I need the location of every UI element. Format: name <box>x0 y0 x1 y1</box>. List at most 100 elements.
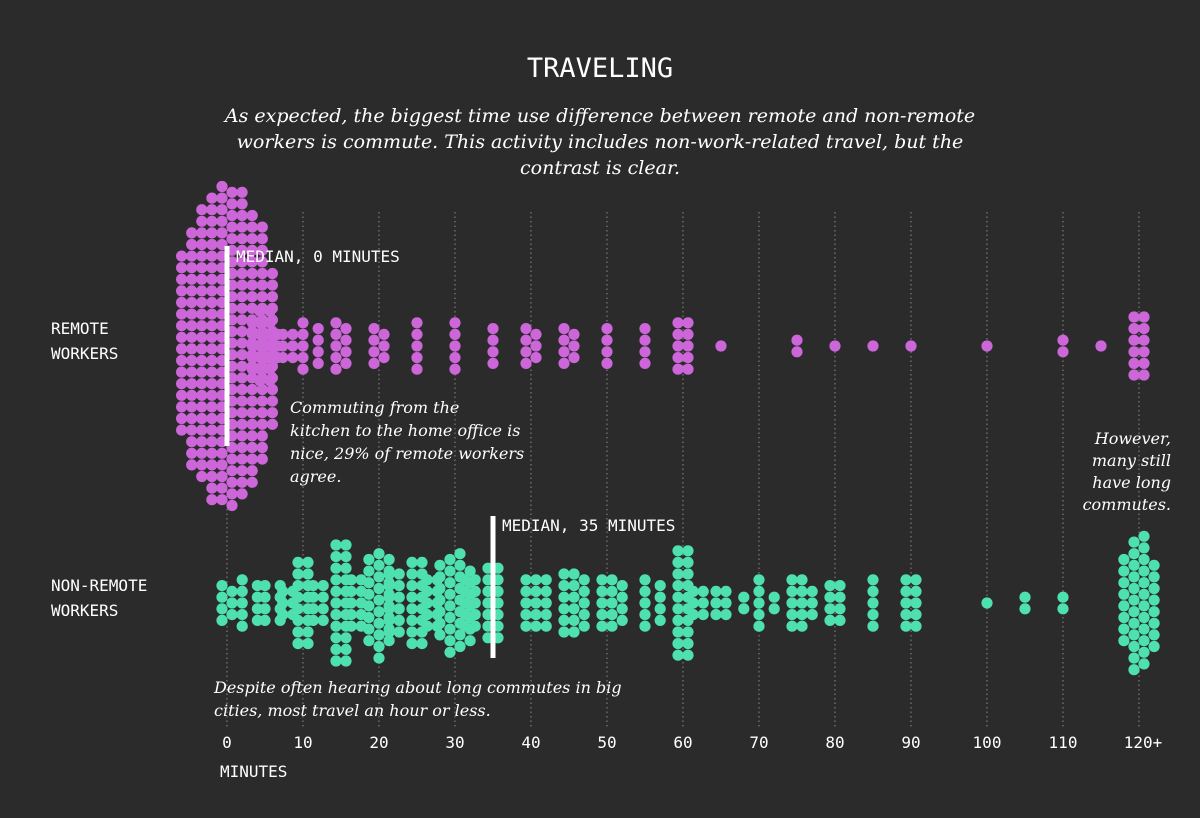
non-remote-worker-dot <box>682 568 694 580</box>
non-remote-worker-dot <box>697 585 709 598</box>
remote-worker-dot <box>206 389 218 401</box>
non-remote-worker-dot <box>1138 646 1150 658</box>
non-remote-worker-dot <box>796 585 808 598</box>
remote-worker-dot <box>226 221 238 233</box>
non-remote-worker-dot <box>259 614 271 627</box>
non-remote-worker-dot <box>540 574 552 586</box>
non-remote-worker-dot <box>1128 664 1140 676</box>
non-remote-worker-dot <box>434 594 446 606</box>
non-remote-worker-dot <box>520 609 532 621</box>
remote-worker-dot <box>236 209 248 222</box>
non-remote-worker-dot <box>1128 559 1140 571</box>
non-remote-worker-dot <box>1128 629 1140 641</box>
non-remote-worker-dot <box>330 643 342 656</box>
remote-worker-dot <box>262 328 274 340</box>
non-remote-worker-dot <box>867 585 879 598</box>
remote-worker-dot <box>368 323 380 335</box>
remote-worker-dot <box>246 291 258 303</box>
remote-workers-label-line-2: WORKERS <box>51 344 118 363</box>
remote-worker-dot <box>368 334 380 346</box>
remote-worker-dot <box>530 352 542 364</box>
remote-worker-dot <box>1138 357 1150 369</box>
non-remote-worker-dot <box>373 559 385 571</box>
non-remote-worker-dot <box>383 635 395 647</box>
remote-worker-dot <box>520 346 532 358</box>
non-remote-worker-dot <box>277 597 289 609</box>
remote-worker-dot <box>297 328 309 340</box>
remote-worker-dot <box>236 407 248 419</box>
remote-worker-dot <box>196 459 208 471</box>
non-remote-worker-dot <box>1138 553 1150 566</box>
remote-worker-dot <box>186 227 198 239</box>
non-remote-worker-dot <box>340 562 352 574</box>
remote-worker-dot <box>226 209 238 222</box>
remote-worker-dot <box>236 291 248 303</box>
median-layer: MEDIAN, 0 MINUTES MEDIAN, 35 MINUTES <box>224 246 675 658</box>
non-remote-worker-dot <box>292 556 304 569</box>
non-remote-worker-dot <box>421 574 433 586</box>
non-remote-worker-dot <box>1138 658 1150 670</box>
remote-worker-dot <box>256 279 268 291</box>
remote-worker-dot <box>186 366 198 378</box>
non-remote-workers-label-line-1: NON-REMOTE <box>51 576 147 595</box>
remote-worker-dot <box>558 334 570 346</box>
non-remote-worker-dot <box>434 582 446 595</box>
non-remote-worker-dot <box>900 597 912 609</box>
remote-worker-dot <box>262 340 274 352</box>
remote-worker-dot <box>601 346 613 358</box>
non-remote-worker-dot <box>302 556 314 569</box>
non-remote-worker-dot <box>383 626 395 638</box>
non-remote-worker-dot <box>786 574 798 586</box>
non-remote-worker-dot <box>393 603 405 615</box>
remote-worker-dot <box>216 204 228 216</box>
non-remote-worker-dot <box>654 603 666 615</box>
remote-worker-dot <box>254 363 266 375</box>
non-remote-worker-dot <box>738 591 750 603</box>
remote-worker-dot <box>196 470 208 483</box>
non-remote-worker-dot <box>578 597 590 609</box>
non-remote-worker-dot <box>444 635 456 647</box>
remote-worker-dot <box>206 424 218 436</box>
non-remote-worker-dot <box>302 568 314 580</box>
non-remote-worker-dot <box>910 609 922 621</box>
non-remote-worker-dot <box>406 591 418 603</box>
remote-worker-dot <box>256 244 268 256</box>
x-tick-label: 10 <box>293 733 312 752</box>
non-remote-worker-dot <box>682 649 694 661</box>
remote-worker-dot <box>226 488 238 500</box>
non-remote-worker-dot <box>444 565 456 577</box>
remote-note-line-3: nice, 29% of remote workers <box>290 444 524 463</box>
remote-worker-dot <box>236 267 248 280</box>
remote-worker-dot <box>340 334 352 346</box>
non-remote-worker-dot <box>568 603 580 615</box>
chart-subtitle-line-3: contrast is clear. <box>520 157 680 179</box>
non-remote-worker-dot <box>226 597 238 609</box>
non-remote-worker-dot <box>226 609 238 621</box>
x-axis-ticks: 0 10 20 30 40 50 60 70 80 90 100 110 120+ <box>222 733 1162 752</box>
non-remote-worker-dot <box>1057 591 1069 603</box>
remote-worker-dot <box>246 209 258 222</box>
chart-subtitle-line-1: As expected, the biggest time use differ… <box>223 105 975 127</box>
remote-worker-dot <box>411 328 423 340</box>
remote-worker-dot <box>520 323 532 335</box>
non-remote-worker-dot <box>672 568 684 580</box>
non-remote-worker-dot <box>1138 623 1150 635</box>
remote-worker-dot <box>411 363 423 375</box>
remote-worker-dot <box>236 349 248 361</box>
non-remote-worker-dot <box>824 580 836 592</box>
remote-worker-dot <box>216 215 228 227</box>
non-remote-worker-dot <box>302 626 314 638</box>
remote-median-label: MEDIAN, 0 MINUTES <box>236 247 400 266</box>
remote-worker-dot <box>176 262 188 274</box>
remote-worker-dot <box>246 221 258 233</box>
non-remote-worker-dot <box>330 539 342 551</box>
remote-worker-dot <box>196 354 208 367</box>
remote-worker-dot <box>487 346 499 358</box>
remote-worker-dot <box>266 267 278 280</box>
x-tick-label: 80 <box>825 733 844 752</box>
remote-worker-dot <box>176 378 188 390</box>
remote-worker-dot <box>312 346 324 358</box>
non-remote-worker-dot <box>393 626 405 638</box>
remote-worker-dot <box>176 366 188 378</box>
remote-worker-dot <box>236 372 248 384</box>
